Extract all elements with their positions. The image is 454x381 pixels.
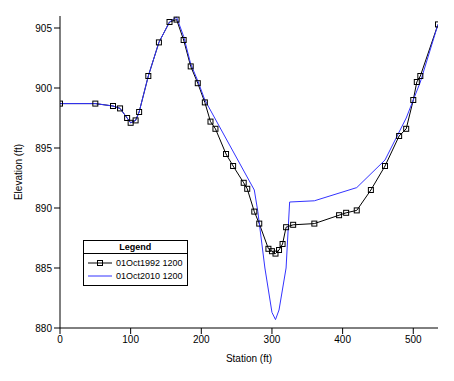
svg-text:500: 500 xyxy=(405,334,422,345)
html-text:Legend: Legend xyxy=(119,242,152,252)
svg-text:100: 100 xyxy=(122,334,139,345)
svg-text:0: 0 xyxy=(57,334,63,345)
svg-text:895: 895 xyxy=(35,143,52,154)
html-text:01Oct1992 1200: 01Oct1992 1200 xyxy=(116,257,183,268)
html-text:01Oct2010 1200: 01Oct2010 1200 xyxy=(116,270,183,281)
svg-text:885: 885 xyxy=(35,263,52,274)
svg-text:905: 905 xyxy=(35,23,52,34)
svg-text:880: 880 xyxy=(35,323,52,334)
svg-text:900: 900 xyxy=(35,83,52,94)
svg-text:Elevation (ft): Elevation (ft) xyxy=(13,144,24,200)
svg-text:300: 300 xyxy=(264,334,281,345)
svg-text:400: 400 xyxy=(334,334,351,345)
svg-text:Station (ft): Station (ft) xyxy=(226,353,272,364)
svg-text:890: 890 xyxy=(35,203,52,214)
svg-text:200: 200 xyxy=(193,334,210,345)
